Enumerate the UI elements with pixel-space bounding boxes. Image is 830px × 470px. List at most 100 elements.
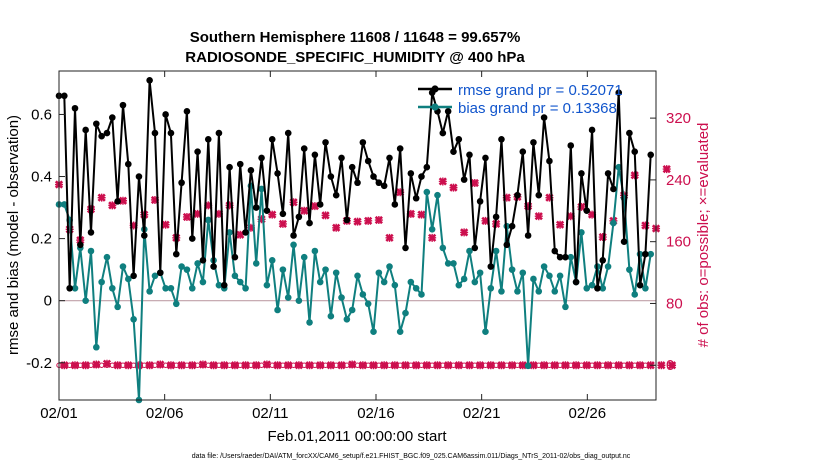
bias-marker	[130, 316, 137, 323]
obs-evaluated-marker-cross	[166, 361, 175, 370]
obs-evaluated-marker-cross	[321, 211, 330, 220]
obs-evaluated-marker-cross	[70, 361, 79, 370]
obs-evaluated-marker-cross	[540, 361, 549, 370]
x-tick-label: 02/26	[569, 405, 607, 422]
y-left-tick-label: 0.6	[31, 106, 52, 123]
bias-marker	[588, 281, 596, 289]
bias-marker	[407, 278, 415, 286]
rmse-marker	[556, 253, 564, 261]
obs-evaluated-marker-cross	[433, 361, 442, 370]
obs-evaluated-marker-cross	[657, 361, 666, 370]
obs-evaluated-marker-cross	[625, 361, 634, 370]
obs-evaluated-marker-cross	[364, 216, 373, 225]
bias-marker	[263, 281, 271, 289]
bias-marker	[194, 260, 201, 267]
obs-evaluated-marker-cross	[369, 361, 378, 370]
obs-evaluated-marker-cross	[161, 220, 170, 229]
data-file-footnote: data file: /Users/raeder/DAI/ATM_forcXX/…	[192, 453, 631, 460]
rmse-marker	[476, 198, 484, 205]
rmse-marker	[578, 170, 585, 177]
bias-marker	[279, 266, 287, 273]
rmse-marker	[418, 173, 425, 180]
bias-marker	[380, 278, 388, 286]
bias-marker	[434, 191, 441, 199]
obs-evaluated-marker-cross	[561, 361, 570, 370]
rmse-marker	[327, 173, 335, 180]
bias-marker	[466, 247, 473, 255]
rmse-marker	[562, 253, 569, 261]
rmse-marker	[615, 89, 623, 97]
rmse-marker	[61, 92, 68, 100]
rmse-marker	[77, 241, 84, 249]
rmse-marker	[135, 173, 143, 180]
bias-marker	[631, 291, 639, 298]
obs-evaluated-marker-cross	[337, 361, 346, 370]
obs-evaluated-marker-cross	[230, 361, 239, 370]
rmse-marker	[444, 108, 452, 115]
y-right-tick-label: 160	[666, 234, 691, 251]
bias-marker	[471, 278, 479, 286]
legend-rmse-label: rmse grand pr = 0.52071	[458, 82, 623, 99]
rmse-marker	[338, 154, 345, 162]
rmse-marker	[551, 247, 559, 255]
bias-marker	[87, 247, 95, 255]
obs-evaluated-marker-cross	[316, 361, 325, 370]
bias-marker	[332, 269, 340, 277]
obs-evaluated-marker-cross	[177, 361, 186, 370]
rmse-marker	[125, 160, 132, 168]
rmse-marker	[354, 179, 361, 187]
bias-marker	[316, 278, 324, 286]
obs-evaluated-marker-cross	[550, 361, 559, 370]
axis-ticks-layer: 02/01 02/06 02/11 02/16 02/21 02/26 -0.2 0 0.2 0.…	[26, 71, 691, 422]
bias-marker	[231, 272, 239, 280]
bias-marker	[460, 275, 468, 283]
obs-evaluated-marker-cross	[380, 361, 389, 370]
rmse-marker	[423, 163, 431, 171]
obs-evaluated-marker-cross	[422, 361, 431, 370]
rmse-marker	[343, 216, 351, 224]
bias-marker	[114, 303, 121, 311]
bias-marker	[199, 278, 207, 286]
obs-evaluated-marker-cross	[556, 220, 565, 229]
rmse-marker	[647, 151, 655, 159]
obs-evaluated-marker-cross	[385, 233, 394, 242]
bias-marker	[354, 272, 361, 280]
rmse-series-line	[59, 79, 652, 290]
rmse-marker	[396, 145, 404, 152]
obs-evaluated-marker-cross	[401, 361, 410, 370]
rmse-marker	[156, 269, 164, 277]
bias-marker	[188, 284, 196, 292]
obs-evaluated-marker-cross	[182, 212, 191, 221]
rmse-marker	[151, 129, 159, 137]
bias-marker	[418, 291, 425, 298]
bias-marker	[183, 266, 191, 273]
obs-evaluated-marker-cross	[428, 233, 437, 242]
legend-bias-marker	[431, 103, 439, 111]
rmse-marker	[503, 241, 511, 249]
rmse-marker	[412, 194, 420, 202]
rmse-marker	[359, 139, 367, 146]
rmse-marker	[460, 176, 468, 183]
rmse-marker	[620, 238, 628, 246]
obs-evaluated-marker-cross	[86, 205, 95, 214]
rmse-marker	[626, 129, 633, 137]
rmse-marker	[178, 179, 185, 187]
obs-evaluated-marker-cross	[156, 360, 165, 369]
bias-marker	[402, 309, 409, 317]
bias-marker	[423, 188, 431, 196]
legend-bias-label: bias grand pr = 0.13368	[458, 100, 617, 117]
rmse-marker	[98, 132, 105, 140]
bias-marker	[524, 362, 532, 370]
bias-marker	[236, 278, 244, 286]
bias-marker	[178, 263, 185, 270]
rmse-marker	[311, 151, 319, 159]
rmse-marker	[530, 139, 537, 146]
bias-marker	[146, 288, 153, 295]
y-right-tick-label: 0	[666, 357, 674, 374]
rmse-marker	[471, 244, 479, 252]
bias-marker	[428, 225, 436, 233]
obs-evaluated-marker-cross	[262, 360, 271, 369]
y-right-tick-label: 320	[666, 110, 691, 127]
obs-evaluated-marker-cross	[476, 361, 485, 370]
obs-evaluated-marker-cross	[97, 193, 106, 202]
